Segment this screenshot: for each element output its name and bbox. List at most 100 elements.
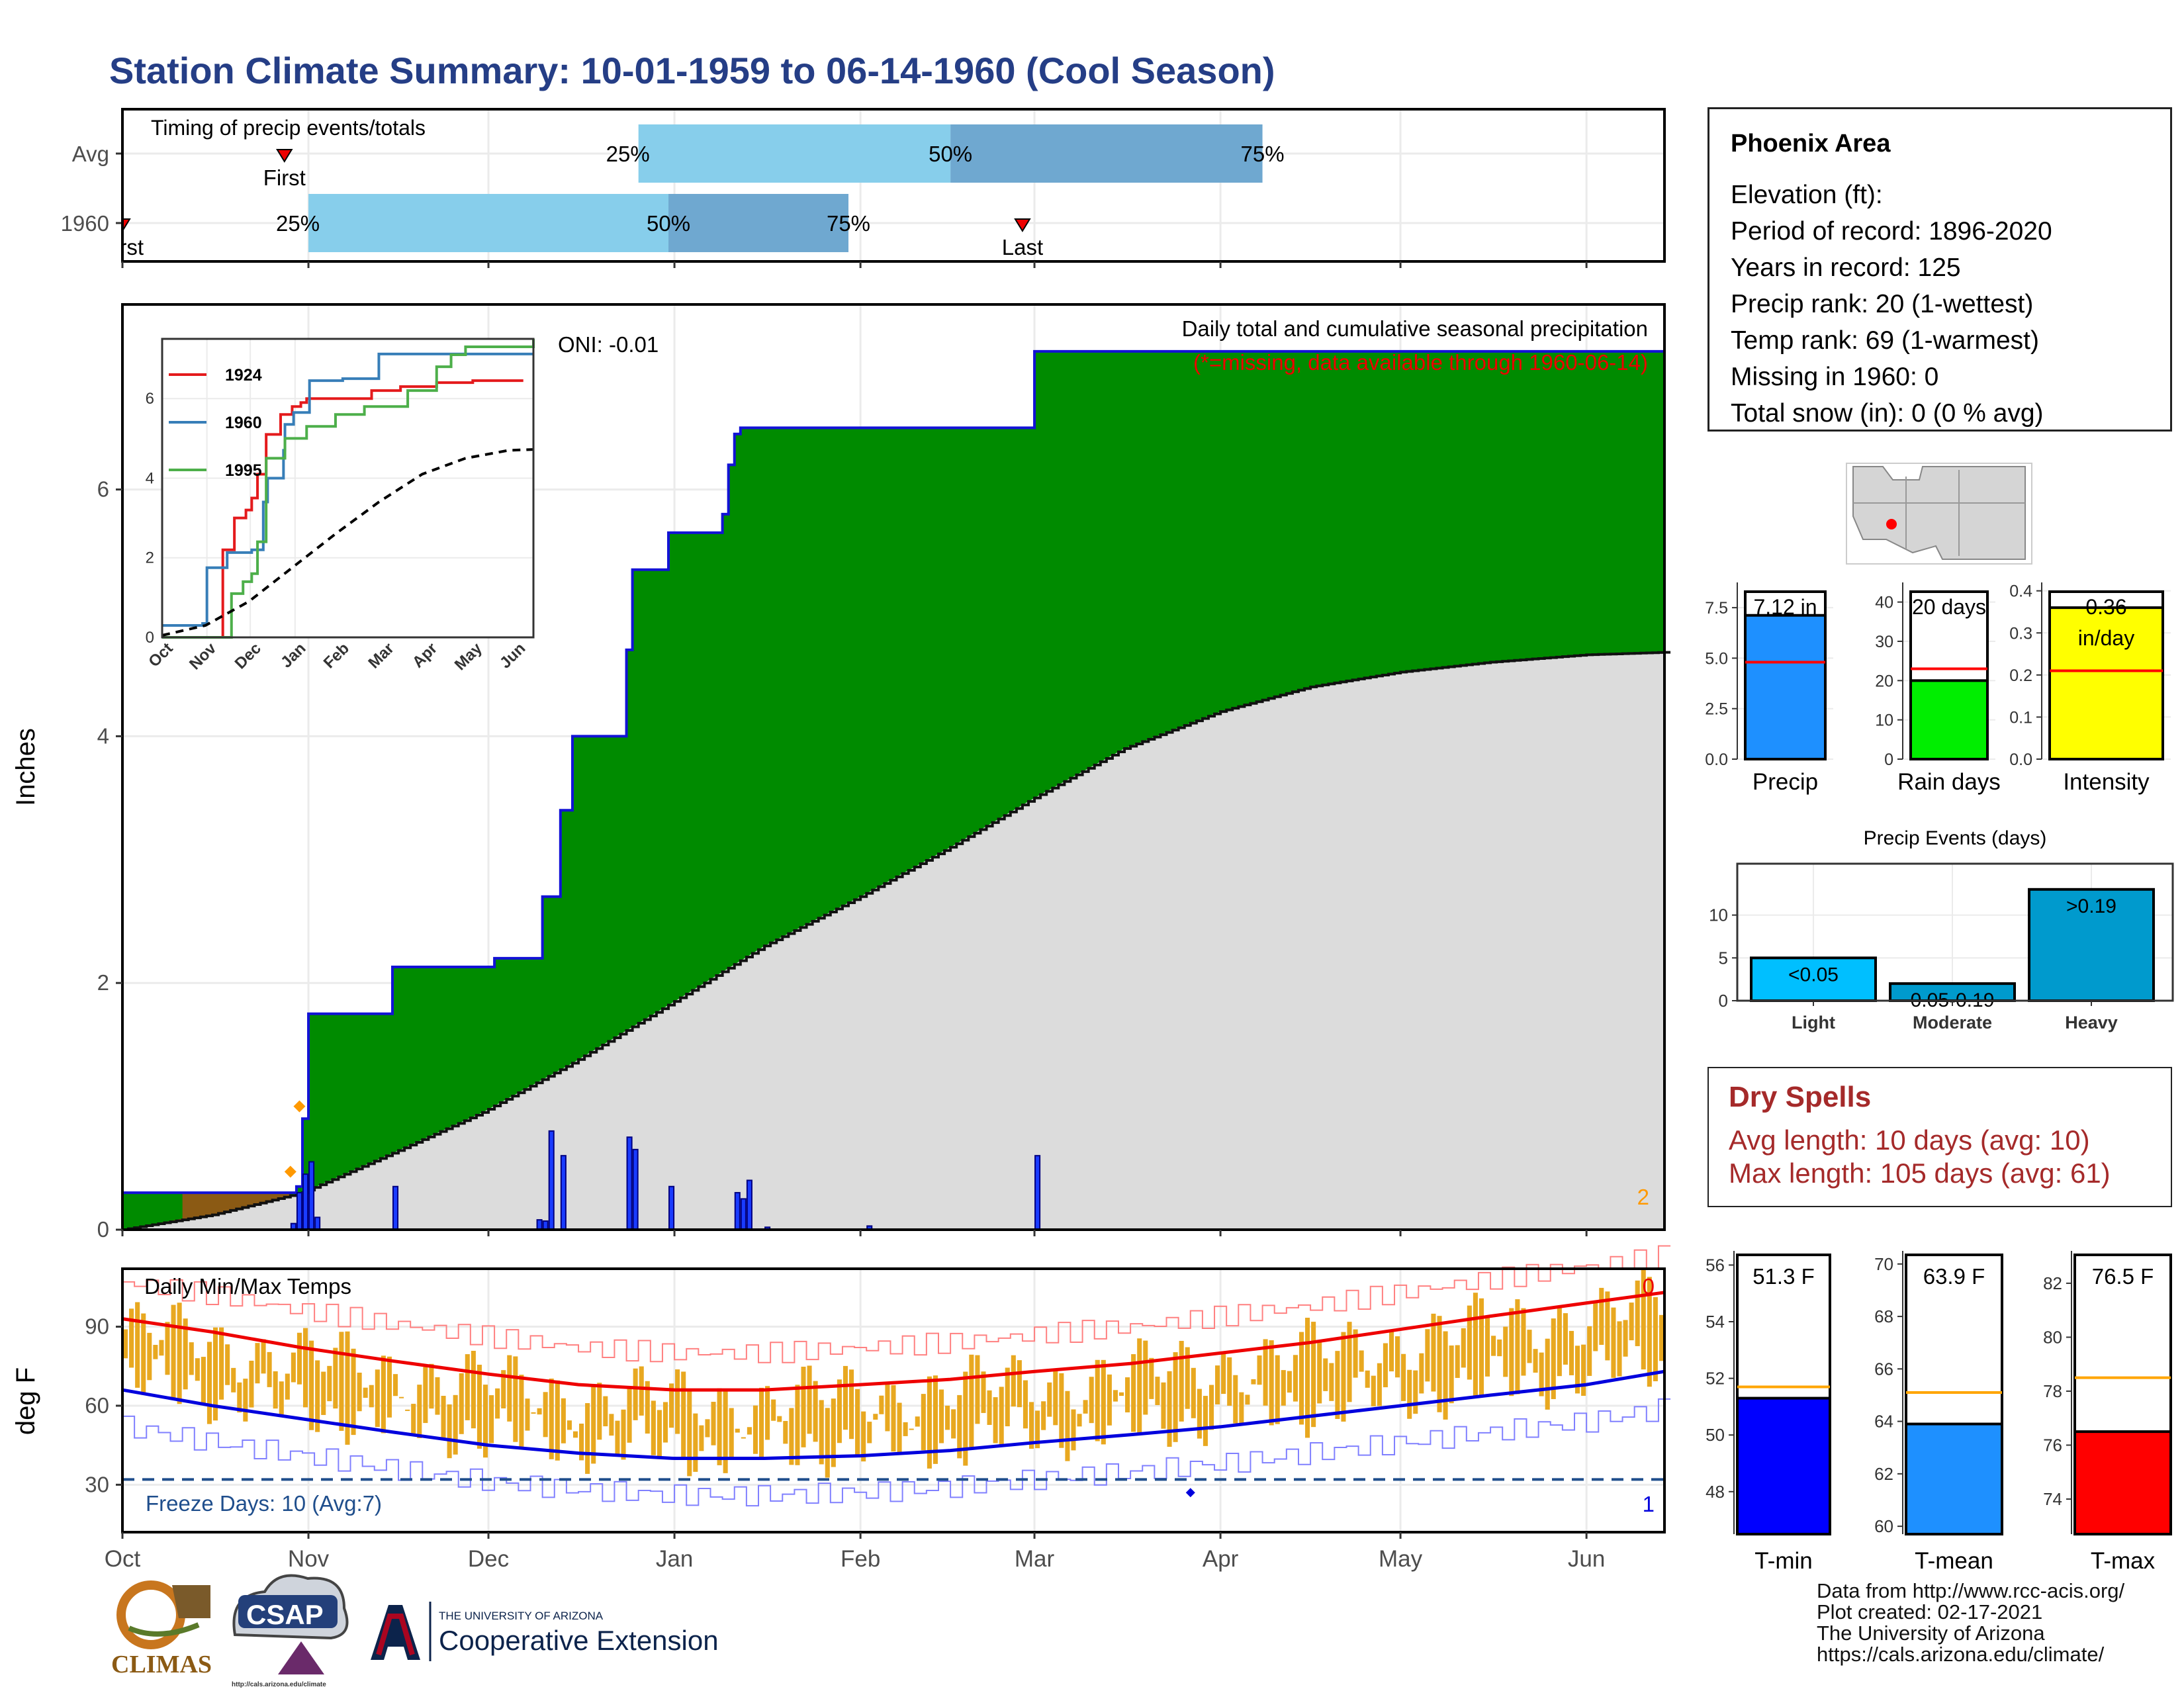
precip-summary-bars: 0.0 2.5 5.0 7.5 7.12 in Precip 0 10 20 30 40 20 day… xyxy=(1705,582,2171,795)
daily-precip-bar xyxy=(632,1148,639,1230)
daily-temp-bar xyxy=(1317,1340,1322,1404)
daily-temp-bar xyxy=(747,1427,752,1435)
summary-bar-value: in/day xyxy=(2078,626,2134,650)
daily-temp-bar xyxy=(1461,1328,1466,1368)
inset-x-tick-label: Mar xyxy=(365,639,397,672)
daily-temp-bar xyxy=(609,1414,614,1436)
event-bar-label: <0.05 xyxy=(1788,964,1839,985)
inset-series-line xyxy=(162,339,535,639)
daily-temp-bar xyxy=(1575,1346,1580,1394)
timing-bar-25-50 xyxy=(638,124,951,183)
temp-y-tick-label: 60 xyxy=(85,1393,109,1418)
temp-summary-category: T-min xyxy=(1754,1548,1813,1574)
inset-x-tick-label: May xyxy=(451,639,486,674)
daily-temp-bar xyxy=(1503,1326,1508,1377)
daily-temp-bar xyxy=(1203,1396,1208,1446)
summary-y-tick-label: 0.4 xyxy=(2009,582,2032,601)
summary-y-tick-label: 0.0 xyxy=(2009,751,2032,769)
record-high-count: 0 xyxy=(1643,1274,1655,1299)
daily-temp-bar xyxy=(243,1379,248,1422)
summary-y-tick-label: 0.0 xyxy=(1705,751,1728,769)
daily-temp-bar xyxy=(1569,1330,1574,1375)
climas-logo-text: CLIMAS xyxy=(111,1651,212,1678)
daily-temp-bar xyxy=(711,1402,716,1445)
daily-temp-bar xyxy=(1149,1357,1154,1399)
daily-temp-bar xyxy=(1509,1308,1514,1396)
daily-temp-bar xyxy=(579,1424,584,1461)
daily-temp-bar xyxy=(669,1383,674,1428)
y-tick-label: 0 xyxy=(97,1217,109,1242)
daily-temp-bar xyxy=(1359,1350,1364,1372)
daily-temp-bar xyxy=(302,1328,308,1408)
daily-temp-bar xyxy=(1011,1355,1016,1407)
temp-panel: 30 60 90 Oct Nov Dec Jan Feb Mar Apr May Jun Daily M… xyxy=(11,1245,1671,1572)
daily-temp-bar xyxy=(1028,1402,1034,1449)
temperature-summary-bars: 48 50 52 54 56 51.3 F T-min 60 62 64 66 68 70 63.9 F T… xyxy=(1706,1251,2172,1574)
daily-precip-bar xyxy=(560,1155,567,1231)
daily-temp-bar xyxy=(1431,1313,1436,1392)
daily-temp-bar xyxy=(777,1416,782,1422)
daily-temp-bar xyxy=(987,1390,992,1425)
inset-series-line xyxy=(162,352,533,627)
daily-temp-bar xyxy=(471,1351,476,1429)
event-bar-label: >0.19 xyxy=(2066,895,2116,917)
summary-bar-category: Intensity xyxy=(2063,769,2150,795)
daily-temp-bar xyxy=(1473,1293,1478,1397)
daily-temp-bar xyxy=(141,1313,146,1395)
y-axis-label: Inches xyxy=(11,728,40,806)
daily-temp-bar xyxy=(1515,1299,1520,1394)
daily-temp-bar xyxy=(1263,1339,1268,1406)
ua-small-text: THE UNIVERSITY OF ARIZONA xyxy=(439,1610,604,1622)
daily-temp-bar xyxy=(1377,1363,1382,1406)
daily-temp-bar xyxy=(1539,1352,1544,1396)
daily-temp-bar xyxy=(759,1387,764,1457)
record-low-marker xyxy=(1185,1488,1195,1498)
daily-temp-bar xyxy=(1077,1414,1082,1427)
inset-series-line xyxy=(162,379,523,639)
events-frame xyxy=(1736,862,2174,1002)
daily-temp-bar xyxy=(1395,1336,1400,1378)
summary-bar-category: Rain days xyxy=(1897,769,2001,795)
cumulative-precip-line-1960 xyxy=(122,349,1664,1195)
footer-line: The University of Arizona xyxy=(1817,1622,2045,1645)
daily-temp-bar xyxy=(693,1413,698,1472)
daily-temp-bar xyxy=(1287,1371,1292,1393)
station-precip-rank: Precip rank: 20 (1-wettest) xyxy=(1731,290,2034,318)
daily-temp-bar xyxy=(1407,1369,1412,1419)
inset-background xyxy=(162,339,533,637)
freeze-days-label: Freeze Days: 10 (Avg:7) xyxy=(146,1491,382,1516)
daily-temp-bar xyxy=(1353,1329,1358,1378)
daily-temp-bar xyxy=(405,1409,410,1411)
daily-temp-bar xyxy=(165,1322,170,1375)
daily-temp-bar xyxy=(525,1398,530,1431)
dry-spells-box: Dry Spells Avg length: 10 days (avg: 10)… xyxy=(1707,1067,2172,1207)
daily-temp-bar xyxy=(1137,1338,1142,1433)
station-marker xyxy=(1886,519,1897,529)
daily-temp-bar xyxy=(429,1363,434,1409)
daily-temp-bar xyxy=(351,1348,356,1436)
month-label: Mar xyxy=(1015,1546,1055,1572)
temp-summary-value: 63.9 F xyxy=(1923,1264,1985,1289)
daily-precip-bar xyxy=(314,1216,321,1230)
daily-temp-bar xyxy=(1041,1401,1046,1430)
daily-temp-bar xyxy=(1275,1355,1280,1424)
daily-temp-bar xyxy=(1533,1349,1538,1373)
month-label: Feb xyxy=(841,1546,880,1572)
daily-temp-bar xyxy=(591,1385,596,1464)
temp-summary-y-tick-label: 78 xyxy=(2043,1381,2062,1401)
temp-summary-y-tick-label: 68 xyxy=(1874,1306,1893,1326)
daily-temp-bar xyxy=(309,1340,314,1430)
university-of-arizona-logo: THE UNIVERSITY OF ARIZONA Cooperative Ex… xyxy=(361,1602,719,1663)
daily-temp-bar xyxy=(1581,1344,1586,1396)
daily-temp-bar xyxy=(789,1408,794,1465)
summary-y-tick-label: 20 xyxy=(1875,672,1893,690)
normal-cumulative-line xyxy=(122,651,1671,1231)
timing-first-marker xyxy=(276,149,293,163)
daily-temp-bar xyxy=(1059,1373,1064,1448)
daily-temp-bar xyxy=(855,1389,860,1458)
daily-temp-bar xyxy=(1215,1365,1220,1404)
daily-temp-bar xyxy=(363,1387,368,1398)
temp-y-tick-label: 90 xyxy=(85,1314,109,1339)
timing-50-label: 50% xyxy=(647,211,690,236)
